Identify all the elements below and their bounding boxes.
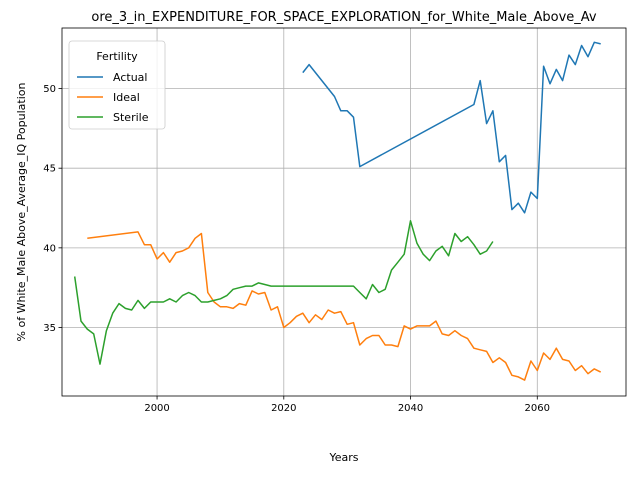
x-tick-label: 2000 [144, 403, 169, 414]
series-line-ideal [87, 231, 602, 381]
legend-title: Fertility [96, 50, 138, 63]
plot-frame [61, 27, 627, 397]
legend-label-sterile: Sterile [113, 111, 149, 124]
series-line-actual [302, 41, 601, 214]
y-axis-label: % of White_Male Above_Average_IQ Populat… [15, 82, 28, 341]
x-tick-label: 2040 [398, 403, 423, 414]
chart-title: ore_3_in_EXPENDITURE_FOR_SPACE_EXPLORATI… [91, 10, 597, 25]
legend-label-ideal: Ideal [113, 91, 140, 104]
series-line-sterile [73, 220, 494, 365]
y-tick-label: 35 [43, 323, 56, 334]
x-tick-label: 2060 [525, 403, 550, 414]
legend: Fertility Actual Ideal Sterile [68, 40, 166, 130]
series-lines [73, 41, 602, 381]
legend-box [68, 40, 166, 130]
legend-label-actual: Actual [113, 71, 147, 84]
axis-ticks: 2000 2020 2040 2060 35 40 45 50 [43, 84, 550, 414]
y-tick-label: 45 [43, 164, 56, 175]
y-tick-label: 40 [43, 243, 56, 254]
x-tick-label: 2020 [271, 403, 296, 414]
x-axis-label: Years [328, 451, 358, 464]
y-tick-label: 50 [43, 84, 56, 95]
